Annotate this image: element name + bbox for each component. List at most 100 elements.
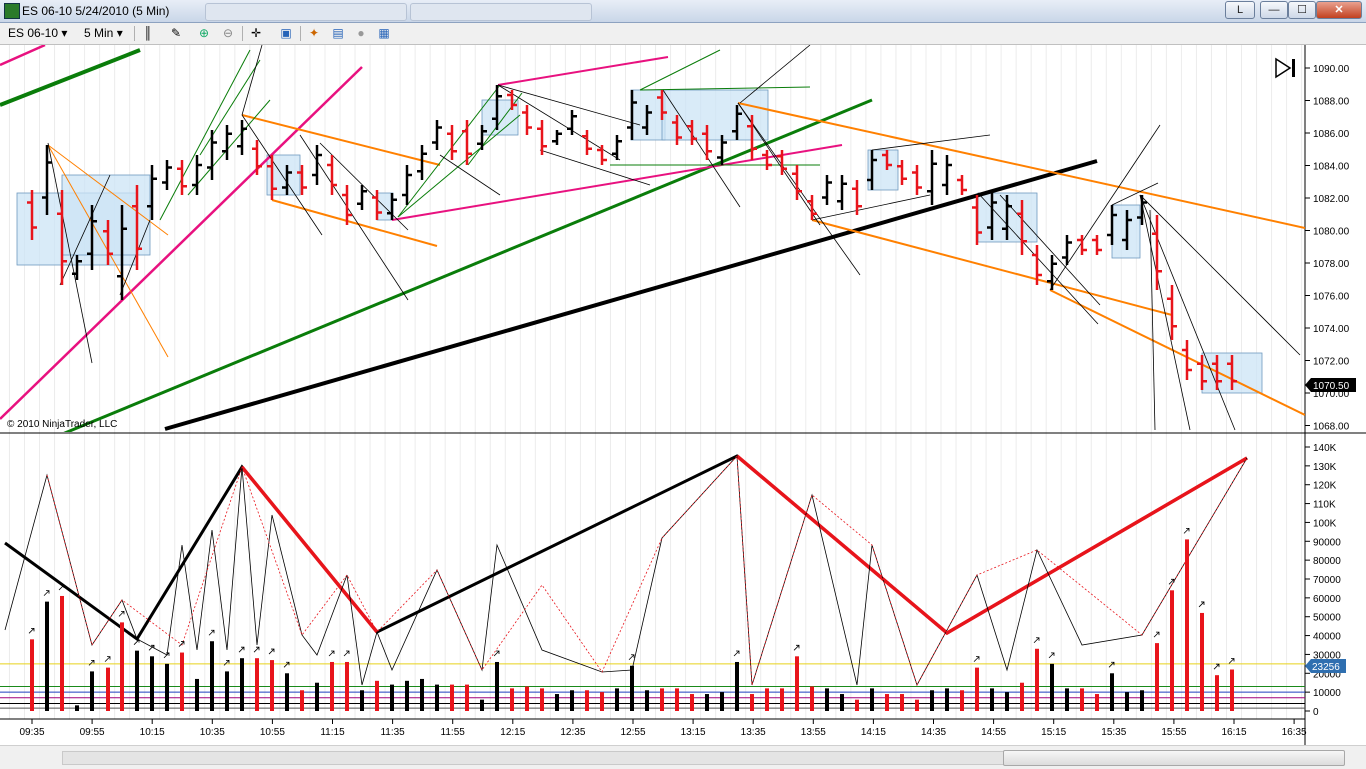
price-bar [732, 105, 742, 140]
trend-line-magenta [0, 45, 46, 67]
signal-arrow-icon [58, 584, 65, 591]
volume-panel [0, 454, 1305, 711]
price-bar [132, 185, 142, 270]
app-icon [4, 3, 20, 19]
volume-axis-label: 140K [1313, 443, 1337, 454]
volume-axis-label: 40000 [1313, 632, 1341, 643]
horizontal-scrollbar[interactable] [0, 745, 1366, 769]
price-bar [567, 110, 577, 135]
price-axis-label: 1070.00 [1313, 389, 1350, 400]
volume-bar [1185, 539, 1189, 711]
volume-bar [705, 694, 709, 711]
volume-bar [480, 699, 484, 711]
volume-zigzag-major [735, 454, 1248, 636]
maximize-button[interactable]: ☐ [1288, 1, 1316, 19]
price-bar [627, 90, 637, 140]
volume-bar [1140, 690, 1144, 711]
price-bar [237, 120, 247, 155]
volume-bars [28, 528, 1235, 711]
price-axis-label: 1090.00 [1313, 64, 1350, 75]
background-window-tab[interactable] [205, 3, 407, 21]
price-bar [192, 155, 202, 195]
play-icon[interactable] [1275, 57, 1295, 79]
price-bar [387, 193, 397, 220]
volume-bar [690, 694, 694, 711]
zoom-in-icon[interactable]: ⊕ [198, 26, 210, 40]
price-bar [1062, 235, 1072, 265]
volume-axis-label: 30000 [1313, 650, 1341, 661]
trend-line-thin [739, 45, 811, 104]
volume-axis-label: 0 [1313, 707, 1319, 718]
trend-line-green [0, 48, 141, 107]
volume-axis-label: 110K [1313, 500, 1336, 511]
close-button[interactable]: ✕ [1316, 1, 1362, 19]
price-axis-label: 1080.00 [1313, 227, 1350, 238]
interval-selector[interactable]: 5 Min ▾ [84, 26, 123, 41]
price-chart[interactable]: 1090.00 1088.00 1086.00 1084.00 1082.00 1080.… [0, 45, 1366, 745]
volume-bar [315, 682, 319, 711]
trend-line-orange [271, 199, 438, 247]
toolbar-divider [134, 26, 135, 41]
pencil-icon[interactable]: ✎ [170, 26, 182, 40]
time-axis-label: 13:35 [741, 727, 766, 738]
volume-bar [30, 639, 34, 711]
volume-bar [630, 665, 634, 711]
volume-bar [120, 622, 124, 711]
signal-arrow-icon [1168, 578, 1175, 585]
trend-line-thin [539, 149, 651, 186]
trend-line-thin [59, 174, 111, 286]
data-box-icon[interactable]: ● [357, 26, 365, 40]
strategies-icon[interactable]: ✦ [308, 26, 320, 40]
volume-bar [780, 688, 784, 711]
time-axis-label: 12:15 [500, 727, 525, 738]
volume-bar [810, 686, 814, 711]
volume-bar [795, 656, 799, 711]
trend-line-thin [1111, 182, 1159, 206]
volume-bar [135, 650, 139, 711]
signal-arrow-icon [1108, 661, 1115, 668]
lock-button[interactable]: L [1225, 1, 1255, 19]
time-axis-label: 12:35 [560, 727, 585, 738]
trend-line-thin [497, 84, 641, 126]
crosshair-icon[interactable]: ✛ [250, 26, 262, 40]
signal-arrow-icon [283, 661, 290, 668]
volume-bar [330, 661, 334, 711]
title-bar: ES 06-10 5/24/2010 (5 Min) L — ☐ ✕ [0, 0, 1366, 23]
minimize-button[interactable]: — [1260, 1, 1288, 19]
volume-bar [225, 671, 229, 711]
properties-icon[interactable]: ▣ [280, 26, 292, 40]
volume-bar [1110, 673, 1114, 711]
time-axis-label: 11:35 [380, 727, 405, 738]
price-bar [807, 195, 817, 220]
signal-arrow-icon [1033, 637, 1040, 644]
trend-line-thin [47, 142, 93, 364]
volume-marker-label: 23256 [1312, 662, 1340, 673]
price-axis-label: 1076.00 [1313, 292, 1350, 303]
chevron-down-icon: ▾ [116, 26, 123, 40]
price-bar [1122, 210, 1132, 250]
instrument-selector[interactable]: ES 06-10 ▾ [8, 26, 67, 41]
price-bar [57, 190, 67, 285]
volume-bar [1230, 669, 1234, 711]
indicators-icon[interactable]: ▤ [332, 26, 344, 40]
volume-zigzag [4, 454, 1248, 687]
time-axis-label: 10:35 [200, 727, 225, 738]
signal-arrow-icon [238, 646, 245, 653]
bar-style-icon[interactable]: ║ [143, 26, 153, 40]
price-axis-label: 1072.00 [1313, 357, 1350, 368]
price-bar [972, 195, 982, 245]
scrollbar-thumb[interactable] [1003, 750, 1345, 766]
time-axis-label: 11:15 [320, 727, 345, 738]
volume-bar [1215, 675, 1219, 711]
background-window-tab[interactable] [410, 3, 592, 21]
volume-bar [1200, 612, 1204, 711]
volume-zigzag-minor [4, 455, 1248, 687]
chart-trader-icon[interactable]: ▦ [378, 26, 390, 40]
zoom-out-icon[interactable]: ⊖ [222, 26, 234, 40]
volume-bar [300, 690, 304, 711]
volume-zigzag-major [240, 465, 379, 634]
volume-bar [915, 699, 919, 711]
chevron-down-icon: ▾ [61, 26, 68, 40]
signal-arrow-icon [733, 650, 740, 657]
volume-bar [435, 684, 439, 711]
